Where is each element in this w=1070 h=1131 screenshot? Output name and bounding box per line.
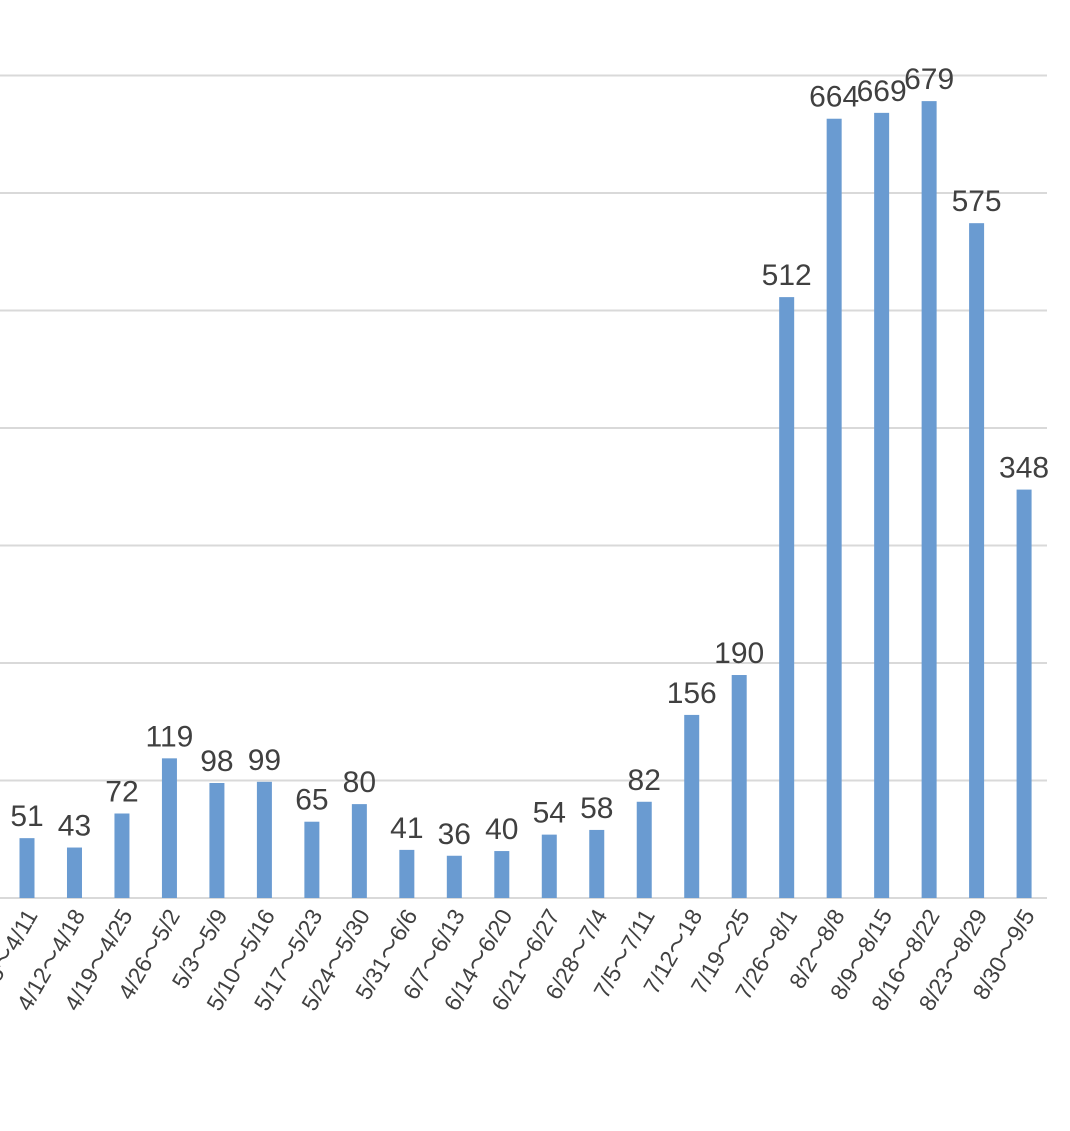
bar [731,675,747,898]
bars [19,101,1032,899]
data-label: 119 [146,720,194,753]
bar [779,297,795,898]
data-label: 99 [248,744,281,777]
data-label: 512 [762,259,812,292]
data-label: 98 [200,745,233,778]
bar [969,223,985,898]
data-label: 80 [343,766,376,799]
gridlines [0,74,1047,899]
bar [684,714,700,898]
data-label: 54 [533,797,566,830]
bar [66,847,82,898]
data-label: 669 [857,75,907,108]
bar [399,849,415,898]
data-label: 82 [628,764,661,797]
data-label: 72 [105,776,138,809]
bar [446,855,462,898]
bar [636,801,652,898]
data-label: 40 [485,813,518,846]
data-label: 575 [952,185,1002,218]
bar [826,118,842,898]
bar [589,829,605,898]
bar [256,781,272,898]
data-label: 679 [904,63,954,96]
bar [161,758,177,898]
data-label: 190 [714,637,764,670]
bar [921,101,937,898]
data-label: 41 [390,812,423,845]
data-label: 36 [438,818,471,851]
data-label: 58 [580,792,613,825]
bar [351,804,367,898]
data-label: 65 [295,784,328,817]
bar [874,112,890,899]
data-label: 156 [667,677,717,710]
bar [304,821,320,898]
bar [209,782,225,898]
data-label: 51 [10,800,43,833]
x-tick-labels: 4/5〜4/114/12〜4/184/19〜4/254/26〜5/25/3〜5/… [0,904,1040,1015]
bar [494,851,510,898]
bar [1016,489,1032,898]
bar [114,813,130,898]
data-label: 664 [809,81,859,114]
bar [19,838,35,898]
data-label: 43 [58,810,91,843]
bar [541,834,557,898]
data-label: 348 [999,452,1049,485]
